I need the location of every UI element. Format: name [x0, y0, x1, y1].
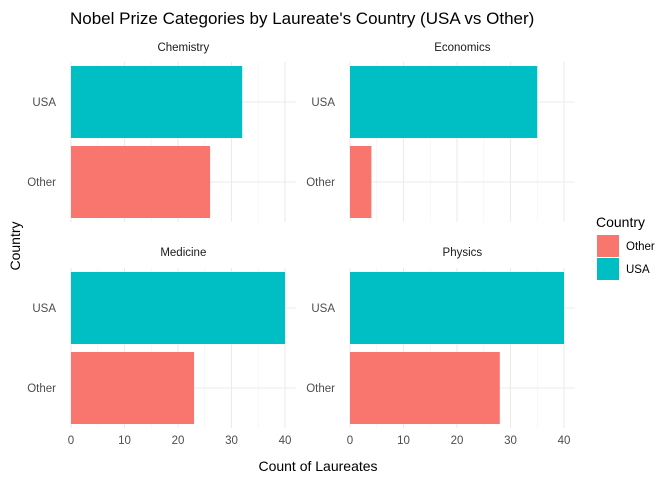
facet-medicine: Medicine USA Other 0 10 20 30 40 — [27, 247, 296, 447]
facet-panels: ChemistryUSAOtherEconomicsUSAOtherMedici… — [27, 42, 575, 447]
y-tick-label: Other — [306, 383, 335, 395]
x-tick-label: 20 — [451, 435, 464, 447]
bar-usa — [350, 66, 538, 138]
x-tick-label: 10 — [397, 435, 410, 447]
y-tick-label: USA — [311, 303, 335, 315]
bar-usa — [71, 272, 285, 344]
x-tick-label: 40 — [279, 435, 292, 447]
legend-title: Country — [596, 214, 645, 230]
bar-other — [350, 146, 372, 218]
legend-key-other — [597, 235, 619, 257]
x-tick-label: 30 — [225, 435, 238, 447]
x-axis-label: Count of Laureates — [258, 458, 377, 474]
legend-label: USA — [626, 264, 650, 276]
y-axis-label: Country — [7, 221, 23, 270]
y-tick-label: Other — [27, 177, 56, 189]
y-tick-label: Other — [27, 383, 56, 395]
x-tick-label: 10 — [118, 435, 131, 447]
y-tick-label: Other — [306, 177, 335, 189]
legend: Country Other USA — [596, 214, 655, 280]
x-tick-label: 20 — [172, 435, 185, 447]
facet-physics: Physics USA Other 0 10 20 30 40 — [306, 247, 575, 447]
x-tick-label: 0 — [347, 435, 353, 447]
facet-label: Medicine — [160, 247, 206, 259]
bar-other — [350, 352, 500, 424]
y-tick-label: USA — [311, 97, 335, 109]
chart-title: Nobel Prize Categories by Laureate's Cou… — [70, 9, 534, 28]
facet-label: Chemistry — [157, 42, 209, 54]
bar-other — [71, 146, 211, 218]
bar-usa — [71, 66, 243, 138]
y-tick-label: USA — [32, 97, 56, 109]
legend-label: Other — [626, 241, 655, 253]
y-tick-label: USA — [32, 303, 56, 315]
x-tick-label: 0 — [68, 435, 74, 447]
bar-other — [71, 352, 195, 424]
x-tick-label: 30 — [504, 435, 517, 447]
facet-label: Physics — [443, 247, 483, 259]
facet-label: Economics — [434, 42, 490, 54]
x-tick-label: 40 — [558, 435, 571, 447]
bar-usa — [350, 272, 564, 344]
legend-key-usa — [597, 258, 619, 280]
facet-chemistry: Chemistry USA Other — [27, 42, 296, 222]
facet-economics: Economics USA Other — [306, 42, 575, 222]
